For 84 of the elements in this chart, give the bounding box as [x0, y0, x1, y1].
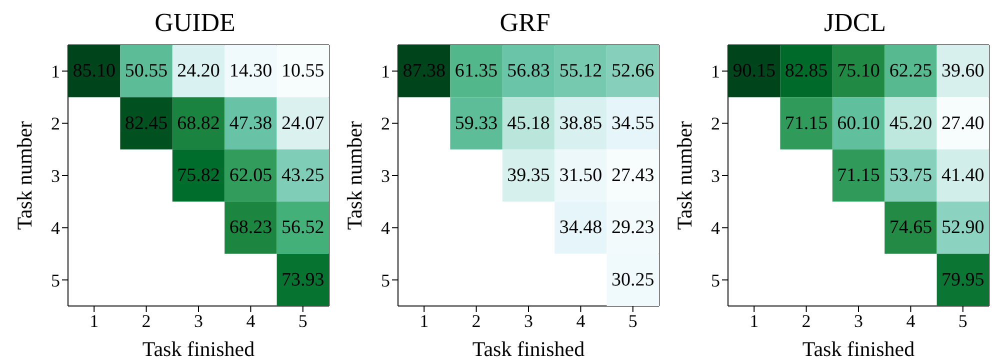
data-label: 73.93 [282, 269, 324, 290]
data-label: 39.35 [507, 165, 550, 186]
y-axis-title: Task number [342, 121, 366, 230]
x-tick-label: 5 [298, 310, 308, 331]
data-label: 53.75 [889, 165, 932, 186]
data-label: 90.15 [732, 60, 776, 82]
data-label: 39.60 [942, 60, 984, 82]
data-label: 43.25 [282, 165, 324, 186]
y-tick-label: 5 [51, 270, 60, 290]
data-label: 34.48 [559, 217, 602, 238]
data-label: 75.10 [837, 60, 880, 82]
x-tick-label: 1 [90, 310, 99, 331]
data-label: 82.45 [124, 112, 168, 134]
y-tick-label: 4 [381, 218, 390, 238]
y-tick-label: 5 [711, 270, 720, 290]
y-tick-label: 1 [381, 61, 390, 82]
y-tick-label: 1 [51, 61, 60, 82]
data-label: 71.15 [837, 165, 880, 186]
x-tick-label: 1 [750, 310, 759, 331]
chart-title: JDCL [822, 8, 888, 38]
data-label: 45.18 [507, 112, 550, 134]
x-tick-label: 5 [628, 310, 638, 331]
data-label: 34.55 [612, 112, 654, 134]
data-label: 31.50 [559, 165, 602, 186]
data-label: 24.07 [282, 112, 324, 134]
data-label: 74.65 [889, 217, 932, 238]
data-label: 68.23 [229, 217, 272, 238]
data-label: 56.52 [282, 217, 324, 238]
x-axis-title: Task finished [472, 337, 586, 360]
data-label: 41.40 [942, 165, 984, 186]
x-tick-label: 2 [472, 310, 481, 331]
x-tick-label: 5 [958, 310, 968, 331]
data-label: 30.25 [612, 269, 654, 290]
data-label: 52.90 [942, 217, 984, 238]
data-label: 14.30 [229, 60, 272, 82]
data-label: 50.55 [124, 60, 168, 82]
data-label: 29.23 [612, 217, 654, 238]
y-axis-title: Task number [12, 121, 36, 230]
x-axis-title: Task finished [802, 337, 916, 360]
data-label: 75.82 [177, 165, 220, 186]
data-label: 82.85 [784, 60, 828, 82]
data-label: 85.10 [72, 60, 116, 82]
data-label: 62.25 [889, 60, 932, 82]
x-axis-title: Task finished [142, 337, 256, 360]
data-label: 71.15 [784, 112, 828, 134]
data-label: 38.85 [559, 112, 602, 134]
data-label: 56.83 [507, 60, 550, 82]
data-label: 61.35 [454, 60, 498, 82]
data-label: 59.33 [454, 112, 498, 134]
x-tick-label: 4 [576, 310, 586, 331]
x-tick-label: 3 [194, 310, 203, 331]
x-tick-label: 4 [906, 310, 916, 331]
data-label: 47.38 [229, 112, 272, 134]
data-label: 55.12 [559, 60, 602, 82]
y-tick-label: 1 [711, 61, 720, 82]
chart-title: GRF [498, 8, 552, 38]
x-tick-label: 3 [524, 310, 533, 331]
y-tick-label: 2 [711, 114, 720, 134]
data-label: 27.40 [942, 112, 984, 134]
y-tick-label: 5 [381, 270, 390, 290]
data-label: 24.20 [177, 60, 220, 82]
y-tick-label: 2 [51, 114, 60, 134]
x-tick-label: 2 [802, 310, 811, 331]
x-tick-label: 2 [142, 310, 151, 331]
y-tick-label: 3 [51, 166, 60, 186]
y-tick-label: 4 [711, 218, 720, 238]
y-tick-label: 3 [381, 166, 390, 186]
y-tick-label: 2 [381, 114, 390, 134]
x-tick-label: 4 [246, 310, 256, 331]
data-label: 60.10 [837, 112, 880, 134]
data-label: 27.43 [612, 165, 654, 186]
data-label: 79.95 [942, 269, 984, 290]
data-label: 45.20 [889, 112, 932, 134]
x-tick-label: 3 [854, 310, 863, 331]
y-tick-label: 4 [51, 218, 60, 238]
y-axis-title: Task number [672, 121, 696, 230]
x-tick-label: 1 [420, 310, 429, 331]
y-tick-label: 3 [711, 166, 720, 186]
data-label: 52.66 [612, 60, 654, 82]
data-label: 10.55 [282, 60, 324, 82]
data-label: 62.05 [229, 165, 272, 186]
data-label: 87.38 [402, 60, 446, 82]
data-label: 68.82 [177, 112, 220, 134]
chart-title: GUIDE [154, 8, 236, 38]
